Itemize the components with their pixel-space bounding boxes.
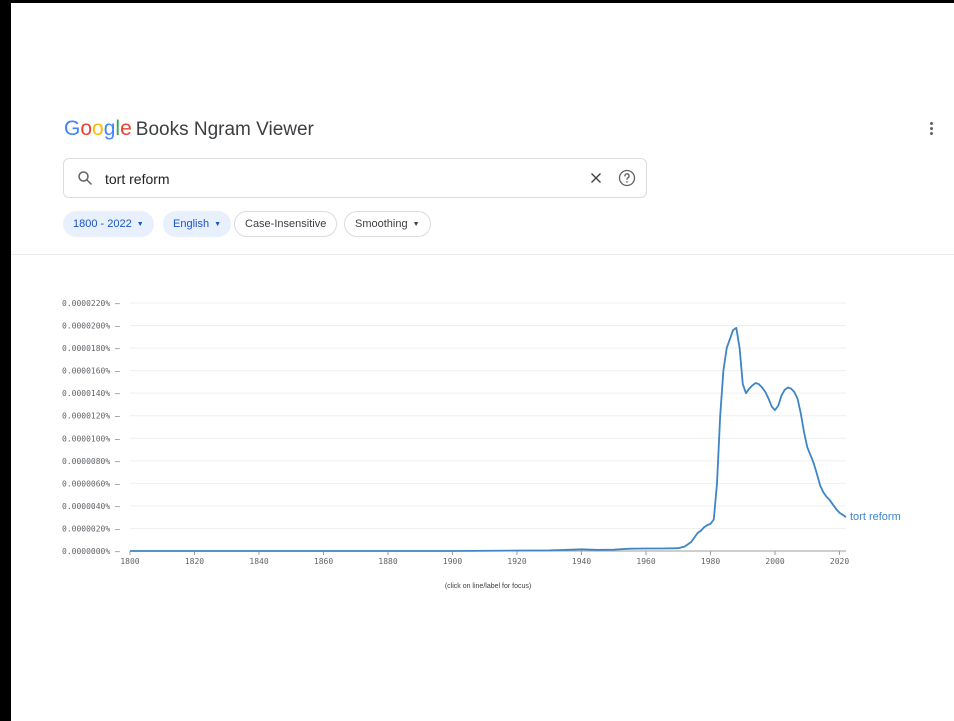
y-tick-label: 0.0000200% –	[62, 322, 120, 331]
y-tick-label: 0.0000100% –	[62, 434, 120, 443]
case-insensitive-label: Case-Insensitive	[245, 218, 327, 230]
app-logo[interactable]: Google Books Ngram Viewer	[64, 117, 314, 141]
screen-border-left	[0, 0, 11, 721]
chevron-down-icon: ▼	[214, 221, 222, 228]
x-tick-label: 1900	[443, 557, 462, 566]
header-divider	[11, 254, 954, 255]
y-tick-label: 0.0000080% –	[62, 457, 120, 466]
case-insensitive-chip[interactable]: Case-Insensitive	[234, 211, 338, 237]
y-tick-label: 0.0000140% –	[62, 389, 120, 398]
date-range-chip[interactable]: 1800 - 2022 ▼	[63, 211, 154, 237]
series-line[interactable]	[130, 326, 847, 552]
search-input[interactable]	[105, 168, 565, 190]
x-tick-label: 1980	[701, 557, 720, 566]
y-tick-label: 0.0000120% –	[62, 412, 120, 421]
series-label[interactable]: tort reform	[850, 511, 901, 523]
product-name: Books Ngram Viewer	[135, 119, 314, 140]
x-tick-label: 1960	[636, 557, 655, 566]
chevron-down-icon: ▼	[136, 221, 144, 228]
search-icon	[78, 171, 92, 185]
more-vert-icon[interactable]	[924, 120, 938, 140]
brand-letter: G	[64, 117, 81, 140]
brand-letter: l	[115, 117, 121, 140]
y-tick-label: 0.0000160% –	[62, 367, 120, 376]
smoothing-label: Smoothing	[355, 218, 408, 230]
x-tick-label: 1940	[572, 557, 591, 566]
google-wordmark: Google	[64, 117, 132, 140]
x-tick-label: 1800	[120, 557, 139, 566]
y-tick-label: 0.0000000% –	[62, 547, 120, 556]
brand-letter: g	[103, 117, 116, 140]
search-bar[interactable]	[63, 158, 647, 198]
brand-letter: o	[92, 117, 104, 140]
y-tick-label: 0.0000040% –	[62, 502, 120, 511]
close-icon[interactable]	[587, 169, 605, 187]
focus-hint: (click on line/label for focus)	[445, 583, 531, 590]
y-tick-label: 0.0000180% –	[62, 344, 120, 353]
corpus-chip[interactable]: English ▼	[163, 211, 232, 237]
x-tick-label: 2020	[830, 557, 849, 566]
corpus-label: English	[173, 218, 210, 230]
x-tick-label: 1820	[185, 557, 204, 566]
x-tick-label: 1840	[249, 557, 268, 566]
y-tick-label: 0.0000020% –	[62, 524, 120, 533]
chevron-down-icon: ▼	[412, 221, 420, 228]
x-tick-label: 1920	[507, 557, 526, 566]
help-circle-icon[interactable]	[617, 168, 637, 188]
brand-letter: o	[80, 117, 93, 140]
screen-border-top	[0, 0, 954, 3]
x-tick-label: 1860	[314, 557, 333, 566]
smoothing-chip[interactable]: Smoothing ▼	[344, 211, 431, 237]
x-tick-label: 2000	[765, 557, 784, 566]
brand-letter: e	[120, 117, 132, 140]
y-tick-label: 0.0000220% –	[62, 299, 120, 308]
x-tick-label: 1880	[378, 557, 397, 566]
date-range-label: 1800 - 2022	[73, 218, 132, 230]
y-tick-label: 0.0000060% –	[62, 479, 120, 488]
